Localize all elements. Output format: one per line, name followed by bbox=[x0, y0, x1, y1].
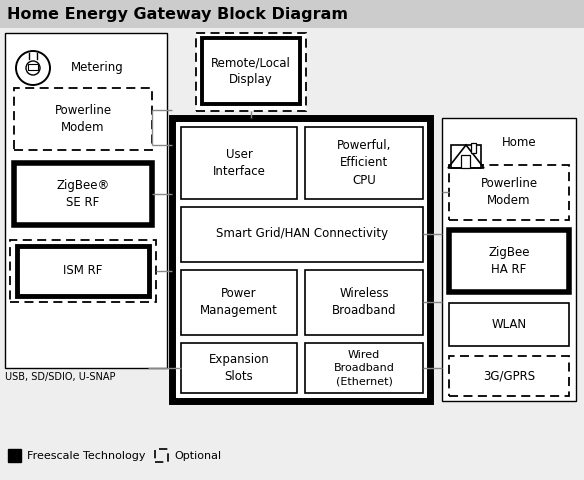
Bar bbox=[449, 165, 569, 220]
Bar bbox=[8, 449, 21, 462]
Bar bbox=[449, 303, 569, 346]
Text: Metering: Metering bbox=[71, 60, 124, 73]
Bar bbox=[305, 270, 423, 335]
Text: Powerline
Modem: Powerline Modem bbox=[54, 104, 112, 134]
Text: ZigBee
HA RF: ZigBee HA RF bbox=[488, 246, 530, 276]
Bar bbox=[172, 118, 430, 401]
Bar bbox=[449, 356, 569, 396]
Bar bbox=[181, 343, 297, 393]
Text: Smart Grid/HAN Connectivity: Smart Grid/HAN Connectivity bbox=[216, 228, 388, 240]
Bar bbox=[305, 343, 423, 393]
Bar bbox=[305, 127, 423, 199]
Text: Home Energy Gateway Block Diagram: Home Energy Gateway Block Diagram bbox=[7, 7, 348, 22]
Bar bbox=[28, 64, 38, 70]
Bar bbox=[461, 155, 470, 168]
Text: WLAN: WLAN bbox=[492, 317, 527, 331]
Bar bbox=[202, 38, 300, 104]
Bar bbox=[442, 118, 576, 401]
Bar bbox=[181, 207, 423, 262]
Text: Freescale Technology: Freescale Technology bbox=[27, 451, 145, 461]
Bar bbox=[0, 0, 584, 28]
Bar bbox=[181, 270, 297, 335]
Bar bbox=[14, 163, 152, 225]
Text: Optional: Optional bbox=[174, 451, 221, 461]
Text: Wireless
Broadband: Wireless Broadband bbox=[332, 287, 397, 317]
Text: Wired
Broadband
(Ethernet): Wired Broadband (Ethernet) bbox=[333, 350, 394, 386]
Bar bbox=[17, 246, 149, 296]
Text: 3G/GPRS: 3G/GPRS bbox=[483, 370, 535, 383]
Bar bbox=[5, 33, 167, 368]
Text: Home: Home bbox=[502, 136, 537, 149]
Bar bbox=[155, 449, 168, 462]
Bar bbox=[471, 143, 476, 153]
Text: Powerful,
Efficient
CPU: Powerful, Efficient CPU bbox=[337, 140, 391, 187]
Bar bbox=[14, 88, 152, 150]
Text: User
Interface: User Interface bbox=[213, 148, 266, 178]
Text: Expansion
Slots: Expansion Slots bbox=[208, 353, 269, 383]
Bar bbox=[196, 33, 306, 111]
Bar bbox=[449, 230, 569, 292]
Bar bbox=[10, 240, 156, 302]
Text: ZigBee®
SE RF: ZigBee® SE RF bbox=[57, 179, 110, 209]
Bar bbox=[181, 127, 297, 199]
Text: Powerline
Modem: Powerline Modem bbox=[481, 177, 537, 207]
Text: Remote/Local
Display: Remote/Local Display bbox=[211, 56, 291, 86]
Text: USB, SD/SDIO, U-SNAP: USB, SD/SDIO, U-SNAP bbox=[5, 372, 116, 382]
Text: Power
Management: Power Management bbox=[200, 287, 278, 317]
Text: ISM RF: ISM RF bbox=[63, 264, 103, 277]
Bar bbox=[451, 145, 481, 168]
